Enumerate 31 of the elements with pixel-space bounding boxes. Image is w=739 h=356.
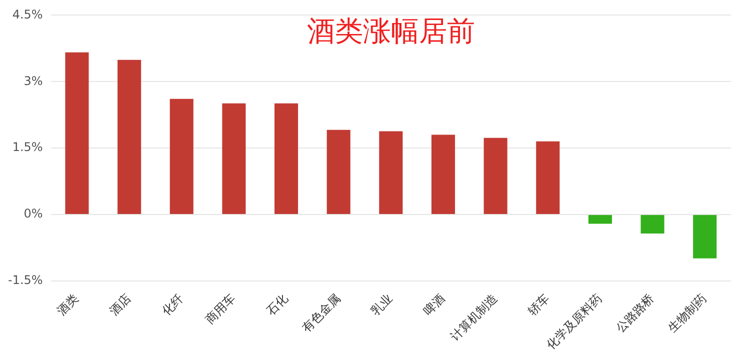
- y-tick-label: -1.5%: [8, 273, 43, 288]
- chart-title: 酒类涨幅居前: [306, 14, 475, 48]
- bar: [65, 52, 89, 214]
- x-tick-label: 啤酒: [420, 291, 448, 318]
- y-tick-label: 4.5%: [12, 7, 43, 22]
- y-tick-label: 1.5%: [12, 140, 43, 154]
- bar: [536, 141, 560, 214]
- x-tick-label: 计算机制造: [448, 291, 500, 344]
- x-tick-label: 轿车: [525, 291, 552, 318]
- bar: [588, 214, 612, 224]
- x-tick-label: 化纤: [159, 291, 186, 318]
- bar: [222, 103, 246, 214]
- x-tick-label: 石化: [264, 291, 291, 318]
- x-tick-label: 商用车: [202, 291, 238, 327]
- bar: [693, 214, 717, 258]
- bar: [170, 98, 194, 214]
- bar: [326, 130, 350, 214]
- bar: [484, 138, 508, 214]
- x-tick-label: 乳业: [368, 291, 396, 318]
- y-tick-label: 0%: [24, 206, 43, 221]
- bar: [640, 214, 664, 234]
- bar: [379, 131, 403, 214]
- bar: [118, 60, 142, 214]
- x-tick-label: 有色金属: [299, 291, 343, 336]
- x-tick-label: 酒店: [106, 291, 134, 318]
- bar: [274, 103, 298, 214]
- x-tick-label: 公路路桥: [613, 291, 657, 336]
- x-tick-label: 酒类: [54, 291, 82, 318]
- bar: [431, 134, 456, 214]
- x-tick-label: 生物制药: [665, 291, 710, 336]
- y-tick-label: 3%: [24, 74, 43, 88]
